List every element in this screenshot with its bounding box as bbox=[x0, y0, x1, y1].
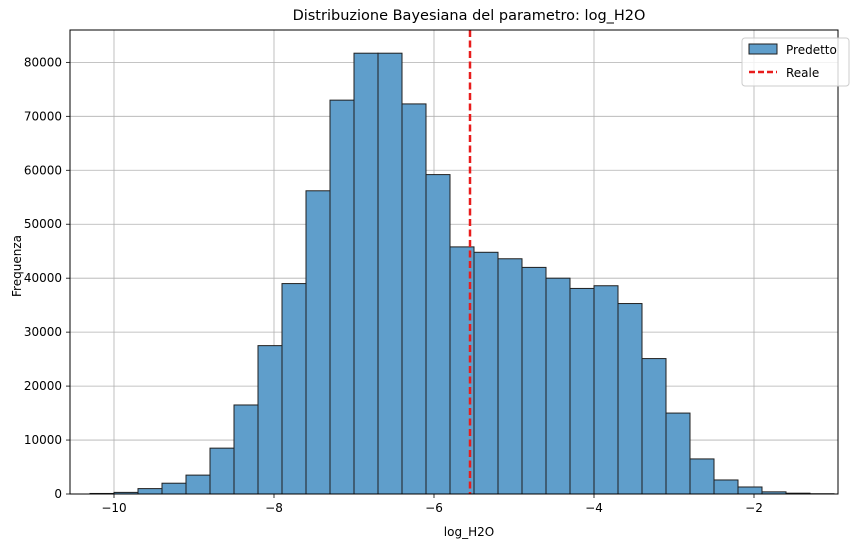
histogram-bar bbox=[137, 488, 163, 495]
y-tick-label: 40000 bbox=[24, 271, 62, 285]
legend-swatch-predetto bbox=[748, 43, 778, 55]
histogram-bar bbox=[617, 303, 643, 495]
x-tick-label: −8 bbox=[265, 501, 283, 515]
y-tick-label: 30000 bbox=[24, 325, 62, 339]
histogram-bar bbox=[521, 266, 547, 495]
histogram-bar bbox=[161, 482, 187, 495]
histogram-bar bbox=[545, 277, 571, 495]
y-tick-label: 60000 bbox=[24, 163, 62, 177]
histogram-bar bbox=[641, 358, 667, 495]
histogram-bar bbox=[377, 52, 403, 495]
x-tick-label: −4 bbox=[585, 501, 603, 515]
y-tick-label: 20000 bbox=[24, 379, 62, 393]
x-tick-label: −10 bbox=[101, 501, 126, 515]
histogram-bar bbox=[425, 174, 451, 495]
x-axis-label: log_H2O bbox=[444, 525, 494, 539]
histogram-bar bbox=[209, 447, 235, 495]
y-tick-label: 10000 bbox=[24, 433, 62, 447]
y-tick-label: 70000 bbox=[24, 109, 62, 123]
histogram-bar bbox=[713, 479, 739, 495]
x-tick-label: −6 bbox=[425, 501, 443, 515]
histogram-bar bbox=[353, 52, 379, 495]
histogram-bar bbox=[257, 345, 283, 495]
axes-frame bbox=[69, 29, 839, 495]
histogram-bar bbox=[665, 412, 691, 495]
histogram-bar bbox=[185, 474, 211, 495]
histogram-bar bbox=[305, 190, 331, 495]
histogram-bar bbox=[329, 99, 355, 495]
chart-title: Distribuzione Bayesiana del parametro: l… bbox=[293, 8, 646, 24]
histogram-bars bbox=[89, 52, 835, 495]
histogram-bar bbox=[689, 458, 715, 495]
legend: Predetto Reale bbox=[741, 37, 850, 87]
histogram-bar bbox=[473, 251, 499, 495]
histogram-bar bbox=[233, 404, 259, 495]
y-tick-label: 0 bbox=[54, 487, 62, 501]
x-tick-label: −2 bbox=[745, 501, 763, 515]
y-tick-label: 80000 bbox=[24, 55, 62, 69]
legend-label-predetto: Predetto bbox=[786, 43, 837, 57]
histogram-bar bbox=[593, 285, 619, 495]
histogram-bar bbox=[401, 103, 427, 495]
histogram-bar bbox=[497, 258, 523, 495]
y-axis-ticks: 0 10000 20000 30000 40000 50000 60000 70000 8000… bbox=[24, 55, 70, 501]
legend-label-reale: Reale bbox=[786, 66, 819, 80]
histogram-bar bbox=[737, 486, 763, 495]
histogram-bar bbox=[569, 287, 595, 495]
x-axis-ticks: −10 −8 −6 −4 −2 bbox=[101, 494, 763, 515]
histogram-bar bbox=[281, 283, 307, 495]
y-axis-label: Frequenza bbox=[10, 235, 24, 297]
y-tick-label: 50000 bbox=[24, 217, 62, 231]
